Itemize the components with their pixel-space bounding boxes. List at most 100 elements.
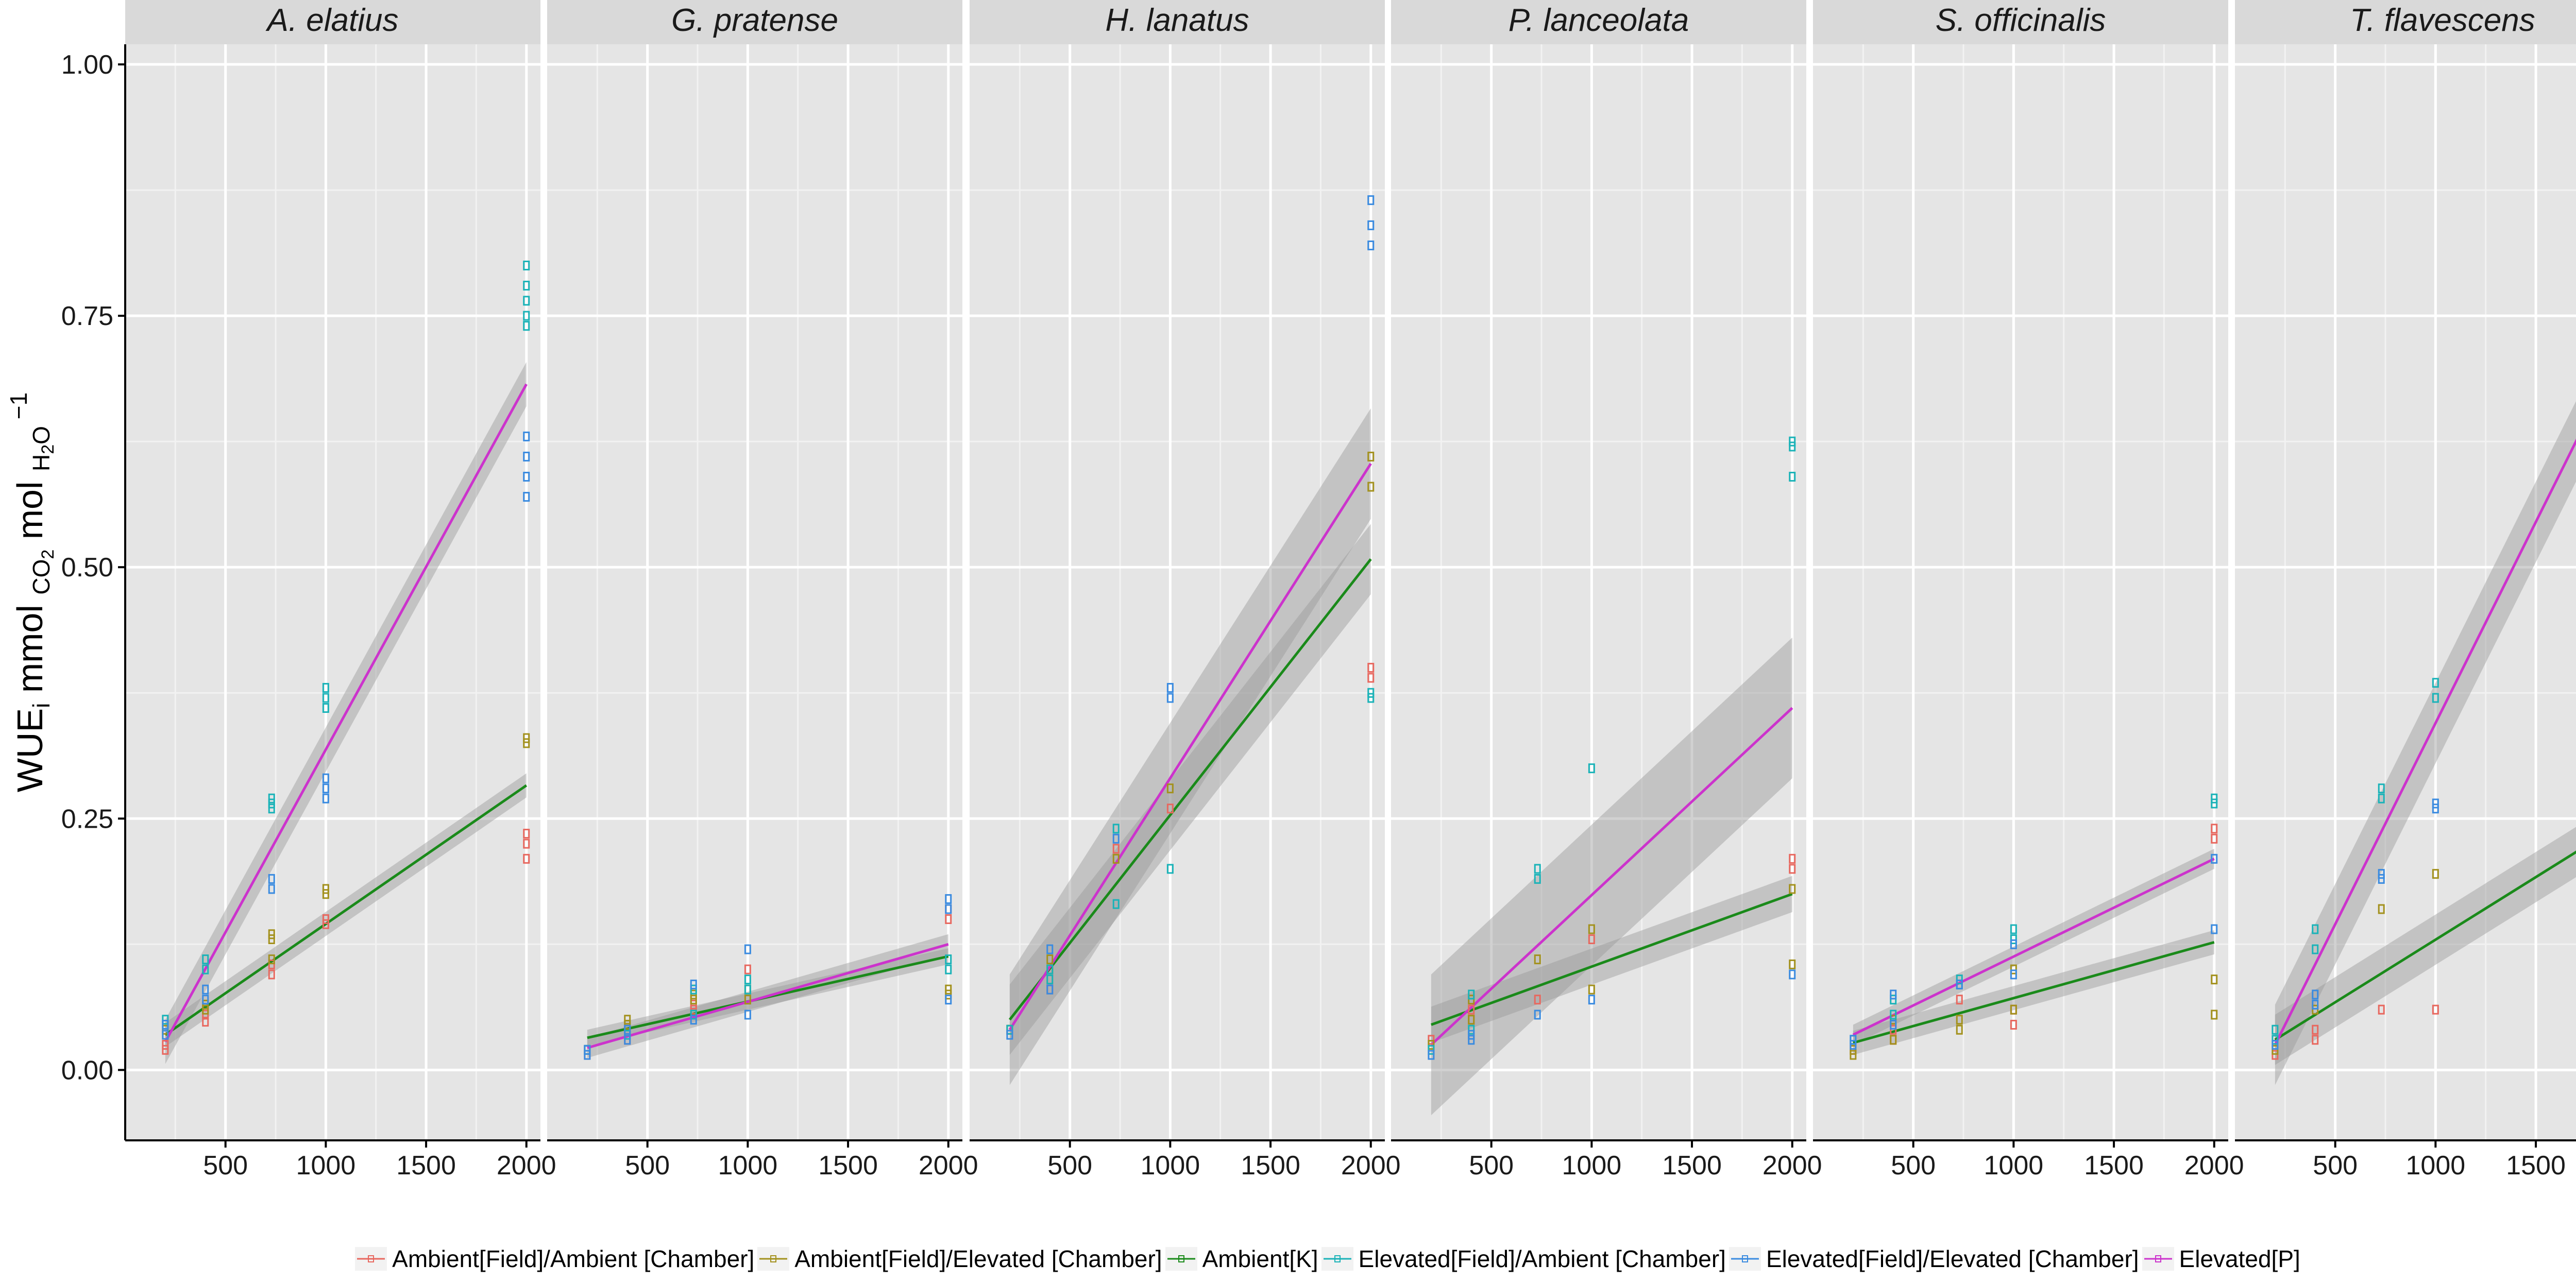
- data-point: [690, 995, 697, 1005]
- data-point: [268, 934, 275, 945]
- data-point: [268, 969, 275, 980]
- data-point: [1428, 1040, 1435, 1050]
- legend-key-icon: [1321, 1247, 1353, 1271]
- data-point: [523, 839, 530, 849]
- chart-panels: A. elatius G. pratense H. lanatus P. lanceo…: [125, 0, 2576, 1140]
- data-point: [584, 1045, 591, 1055]
- data-point: [202, 1010, 209, 1020]
- data-point: [2378, 869, 2385, 879]
- panel-background: [1391, 44, 1806, 1140]
- panel-background: [125, 44, 540, 1140]
- data-point: [2432, 1004, 2439, 1015]
- data-point: [2211, 975, 2218, 985]
- data-point: [523, 261, 530, 271]
- data-point: [1789, 436, 1796, 447]
- x-tick-label: 500: [2313, 1151, 2358, 1181]
- x-tick-label: 1500: [396, 1151, 456, 1181]
- data-point: [1166, 864, 1174, 874]
- panel-background: [970, 44, 1385, 1140]
- data-point: [1890, 1019, 1897, 1030]
- data-point: [202, 1004, 209, 1015]
- data-point: [1468, 1030, 1475, 1040]
- data-point: [624, 1019, 631, 1030]
- x-tick-label: 500: [1047, 1151, 1092, 1181]
- data-point: [2432, 804, 2439, 814]
- x-tick-label: 2000: [1341, 1151, 1401, 1181]
- fit-line: [1852, 858, 2215, 1036]
- data-point: [945, 995, 952, 1005]
- data-point: [523, 853, 530, 864]
- y-tick-label: 0.75: [61, 301, 113, 331]
- data-point: [690, 1015, 697, 1025]
- x-axis-5: 500 1000 1500 2000: [1813, 1139, 2244, 1181]
- legend-item: Ambient[Field]/Ambient [Chamber]: [355, 1245, 754, 1273]
- x-tick-label: 1500: [2084, 1151, 2144, 1181]
- panel-background: [1813, 44, 2228, 1140]
- data-point: [1789, 853, 1796, 864]
- legend-label: Elevated[Field]/Ambient [Chamber]: [1358, 1245, 1726, 1272]
- data-point: [523, 492, 530, 502]
- x-tick-label: 500: [625, 1151, 670, 1181]
- data-point: [523, 431, 530, 441]
- data-point: [202, 995, 209, 1005]
- data-point: [2010, 964, 2017, 975]
- legend-item: Ambient[Field]/Elevated [Chamber]: [757, 1245, 1162, 1273]
- data-point: [2010, 1004, 2017, 1015]
- data-point: [523, 733, 530, 743]
- data-point: [322, 682, 329, 693]
- y-label-text: WUEi mmol CO2 mol H2O −1: [5, 392, 58, 792]
- data-point: [1166, 804, 1174, 814]
- data-point: [202, 954, 209, 965]
- data-point: [1046, 944, 1054, 954]
- x-tick-label: 1000: [1984, 1151, 2044, 1181]
- data-point: [1890, 1010, 1897, 1020]
- data-point: [1588, 934, 1595, 945]
- data-point: [162, 1015, 169, 1025]
- data-point: [268, 959, 275, 969]
- data-point: [2378, 1004, 2385, 1015]
- data-point: [2010, 1019, 2017, 1030]
- data-point: [322, 783, 329, 794]
- data-point: [1468, 989, 1475, 1000]
- legend-label: Ambient[Field]/Ambient [Chamber]: [392, 1245, 755, 1272]
- data-point: [2312, 1004, 2319, 1015]
- data-point: [322, 914, 329, 924]
- data-point: [1367, 662, 1375, 673]
- y-tick-label: 0.25: [61, 804, 113, 834]
- data-point: [1890, 989, 1897, 1000]
- data-point: [1367, 240, 1375, 250]
- data-point: [1112, 853, 1120, 864]
- data-point: [1588, 763, 1595, 774]
- data-point: [1112, 833, 1120, 844]
- facet-strip: [1813, 0, 2228, 44]
- data-point: [1046, 984, 1054, 995]
- data-point: [1166, 682, 1174, 693]
- data-point: [1789, 441, 1796, 452]
- data-point: [1789, 884, 1796, 894]
- data-point: [162, 1045, 169, 1055]
- data-point: [744, 1010, 751, 1020]
- data-point: [1468, 1004, 1475, 1015]
- data-point: [1367, 451, 1375, 461]
- data-point: [1956, 979, 1963, 989]
- x-axis-4: 500 1000 1500 2000: [1391, 1139, 1822, 1181]
- data-point: [202, 999, 209, 1010]
- data-point: [1468, 1035, 1475, 1045]
- data-point: [1006, 1024, 1013, 1035]
- data-point: [1046, 954, 1054, 965]
- data-point: [2211, 1010, 2218, 1020]
- fit-line: [1008, 558, 1372, 1021]
- legend-label: Elevated[P]: [2179, 1245, 2300, 1272]
- data-point: [1956, 1024, 1963, 1035]
- data-point: [1534, 954, 1541, 965]
- facet-strip: [1391, 0, 1806, 44]
- data-point: [584, 1050, 591, 1060]
- data-point: [624, 1024, 631, 1035]
- data-point: [322, 889, 329, 899]
- data-point: [2378, 904, 2385, 914]
- data-point: [523, 451, 530, 461]
- data-point: [2432, 678, 2439, 688]
- data-point: [2312, 1035, 2319, 1045]
- y-axis-label: WUEi mmol CO2 mol H2O −1: [5, 392, 58, 792]
